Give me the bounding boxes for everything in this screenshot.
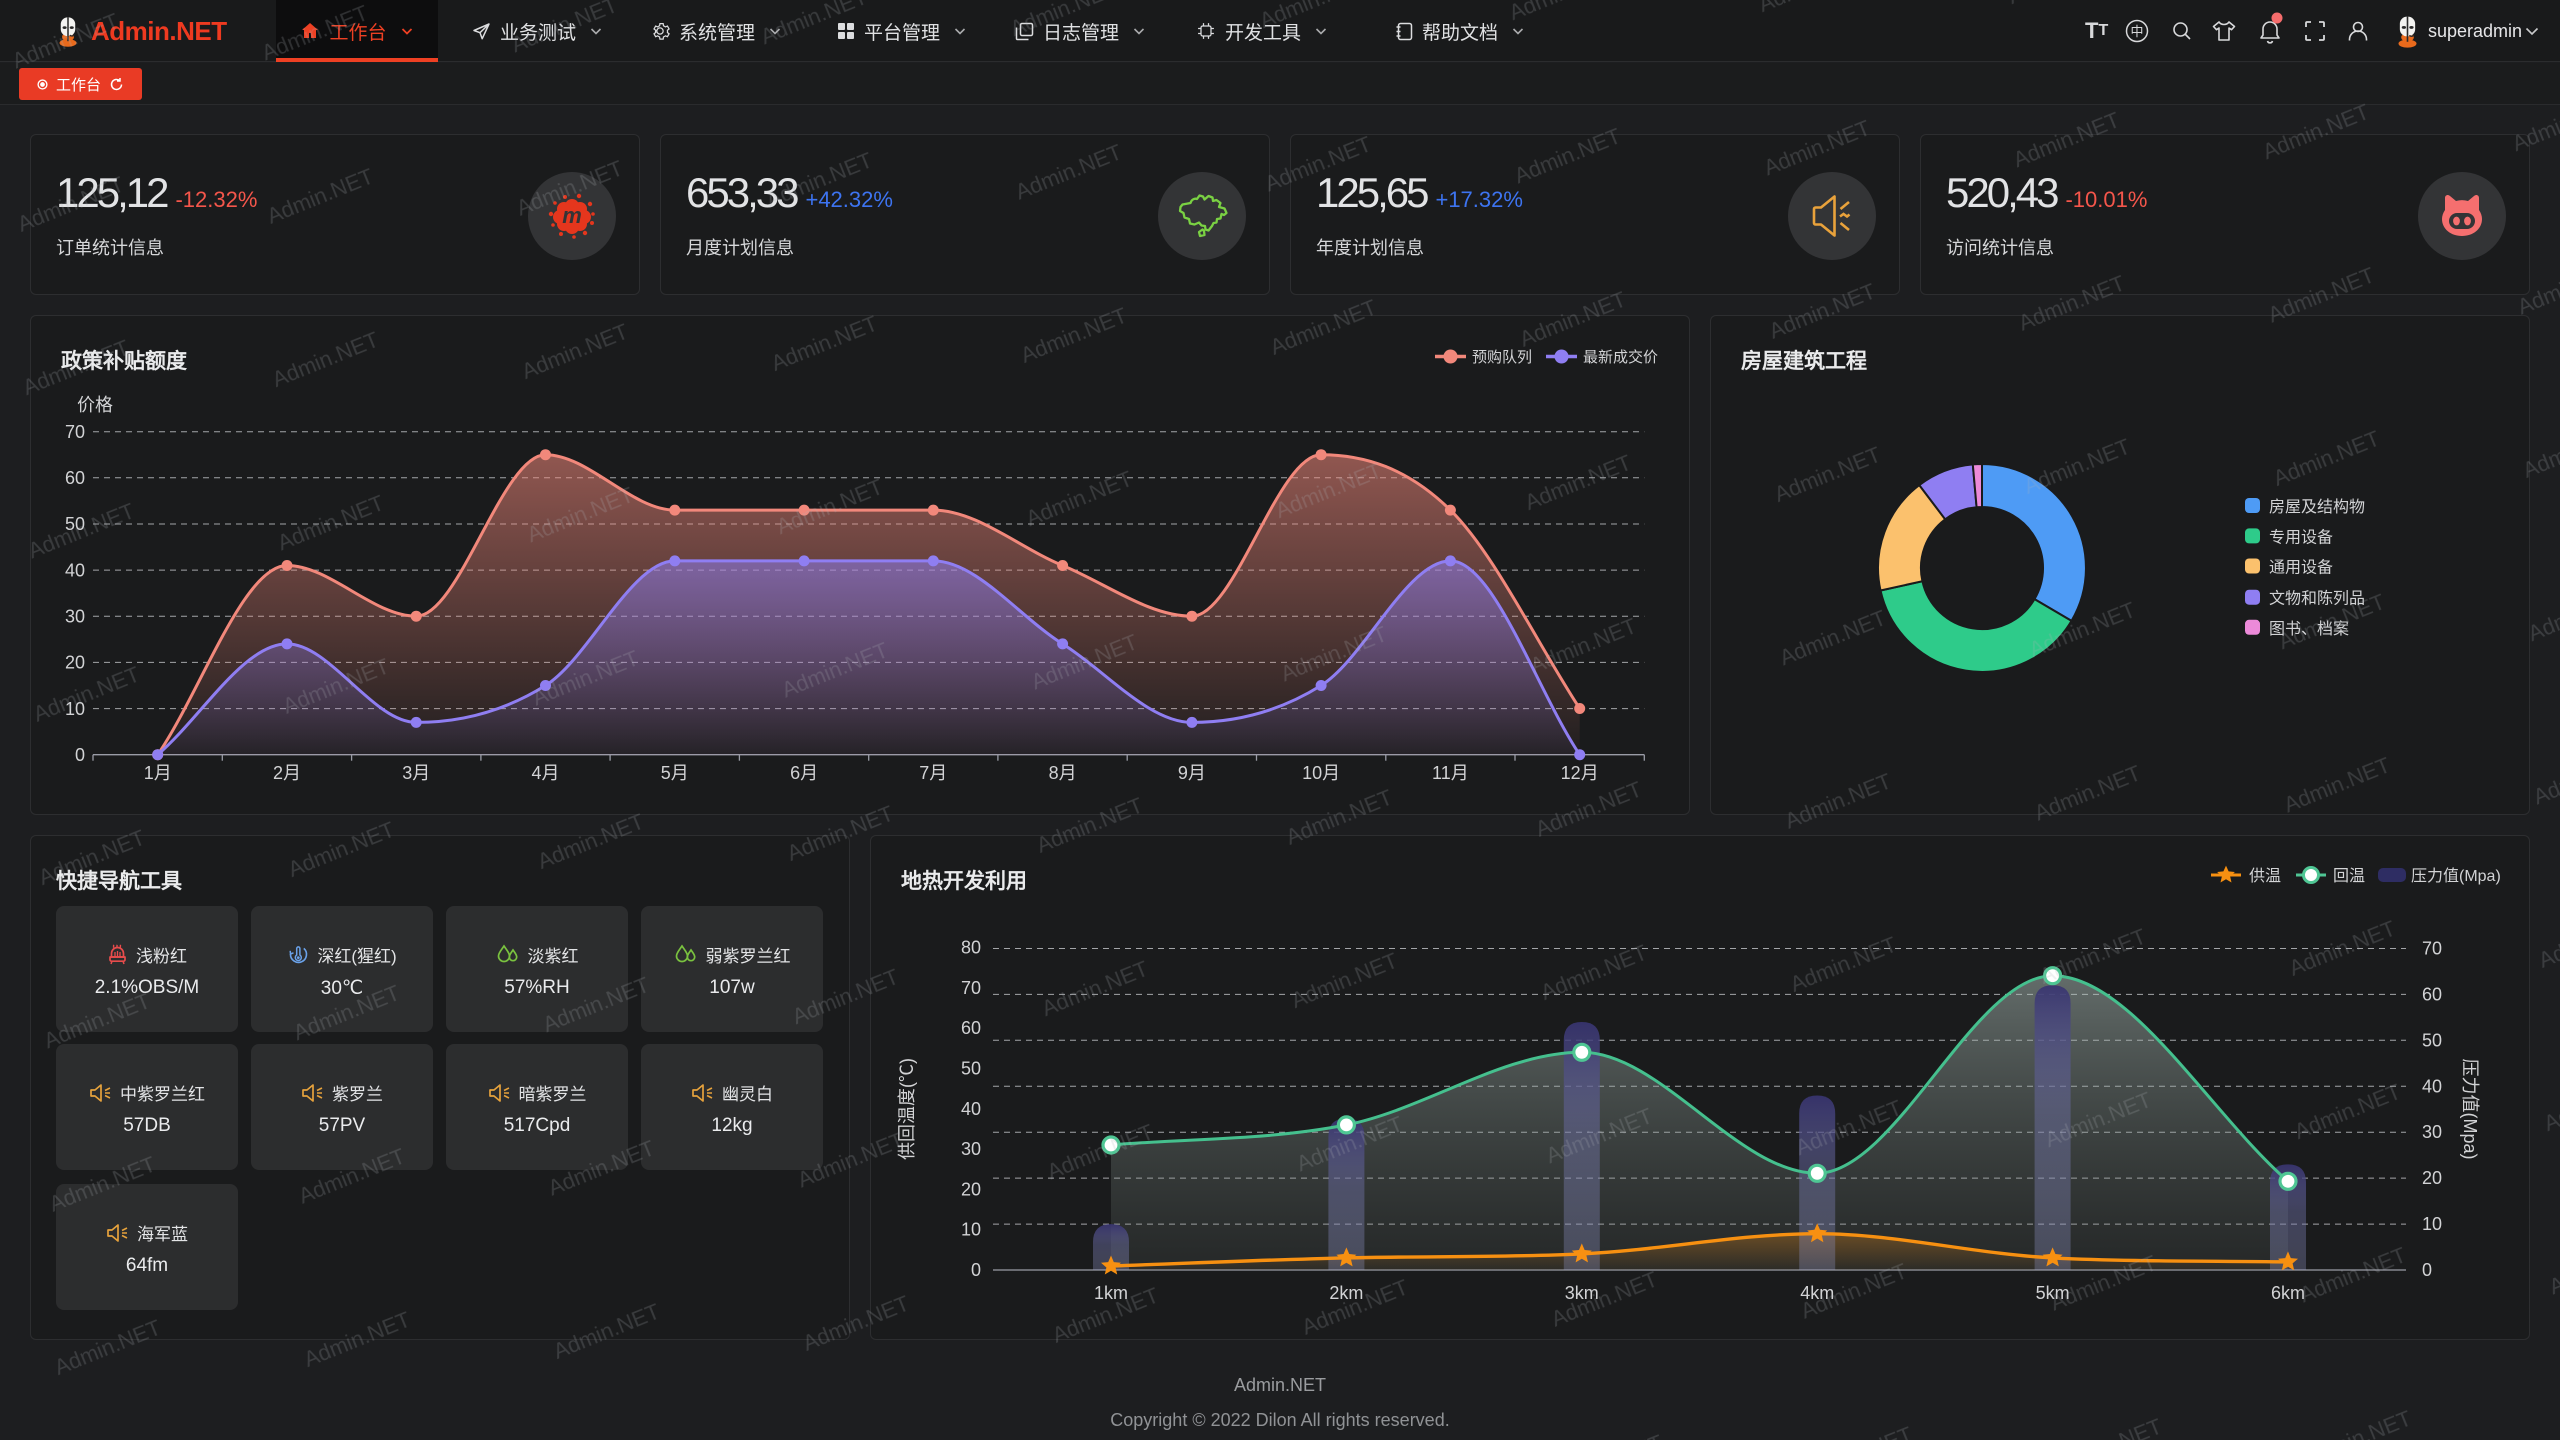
svg-text:40: 40 — [2422, 1076, 2442, 1096]
svg-text:60: 60 — [65, 468, 85, 488]
svg-text:50: 50 — [65, 514, 85, 534]
svg-text:价格: 价格 — [77, 395, 113, 415]
svg-text:30: 30 — [2422, 1122, 2442, 1142]
svg-text:50: 50 — [2422, 1030, 2442, 1050]
svg-text:专用设备: 专用设备 — [2269, 528, 2333, 546]
svg-text:4月: 4月 — [531, 763, 559, 783]
svg-text:3月: 3月 — [402, 763, 430, 783]
svg-text:12月: 12月 — [1561, 763, 1599, 783]
svg-text:1月: 1月 — [144, 763, 172, 783]
svg-text:60: 60 — [2422, 984, 2442, 1004]
svg-text:0: 0 — [971, 1260, 981, 1280]
svg-text:70: 70 — [961, 978, 981, 998]
svg-text:6月: 6月 — [790, 763, 818, 783]
svg-text:70: 70 — [2422, 939, 2442, 959]
svg-text:20: 20 — [961, 1179, 981, 1199]
svg-text:文物和陈列品: 文物和陈列品 — [2269, 590, 2365, 608]
svg-text:9月: 9月 — [1178, 763, 1206, 783]
svg-text:80: 80 — [961, 938, 981, 958]
svg-text:10: 10 — [2422, 1214, 2442, 1234]
svg-text:0: 0 — [75, 745, 85, 765]
svg-text:20: 20 — [65, 653, 85, 673]
svg-text:70: 70 — [65, 422, 85, 442]
svg-text:10: 10 — [961, 1220, 981, 1240]
svg-text:1km: 1km — [1094, 1283, 1128, 1303]
svg-text:图书、档案: 图书、档案 — [2269, 620, 2349, 638]
svg-text:通用设备: 通用设备 — [2269, 559, 2333, 577]
svg-text:10月: 10月 — [1302, 763, 1340, 783]
svg-text:6km: 6km — [2271, 1283, 2305, 1303]
svg-text:40: 40 — [65, 560, 85, 580]
svg-text:中: 中 — [2130, 24, 2143, 39]
svg-text:m: m — [562, 203, 582, 228]
svg-text:5km: 5km — [2036, 1283, 2070, 1303]
svg-text:30: 30 — [65, 606, 85, 626]
svg-text:50: 50 — [961, 1059, 981, 1079]
svg-text:5月: 5月 — [661, 763, 689, 783]
svg-text:11月: 11月 — [1432, 763, 1469, 783]
svg-text:供回温度(℃): 供回温度(℃) — [897, 1058, 917, 1160]
svg-text:8月: 8月 — [1049, 763, 1077, 783]
svg-text:2月: 2月 — [273, 763, 301, 783]
svg-text:30: 30 — [961, 1139, 981, 1159]
svg-text:房屋及结构物: 房屋及结构物 — [2269, 498, 2365, 516]
svg-text:10: 10 — [65, 699, 85, 719]
svg-text:压力值(Mpa): 压力值(Mpa) — [2411, 867, 2501, 885]
svg-text:回温: 回温 — [2333, 867, 2365, 885]
svg-text:压力值(Mpa): 压力值(Mpa) — [2460, 1058, 2480, 1159]
svg-text:7月: 7月 — [919, 763, 947, 783]
svg-text:0: 0 — [2422, 1260, 2432, 1280]
svg-text:4km: 4km — [1800, 1283, 1834, 1303]
svg-text:2km: 2km — [1329, 1283, 1363, 1303]
svg-text:3km: 3km — [1565, 1283, 1599, 1303]
svg-text:供温: 供温 — [2249, 867, 2281, 885]
svg-text:60: 60 — [961, 1018, 981, 1038]
svg-text:40: 40 — [961, 1099, 981, 1119]
svg-text:20: 20 — [2422, 1168, 2442, 1188]
